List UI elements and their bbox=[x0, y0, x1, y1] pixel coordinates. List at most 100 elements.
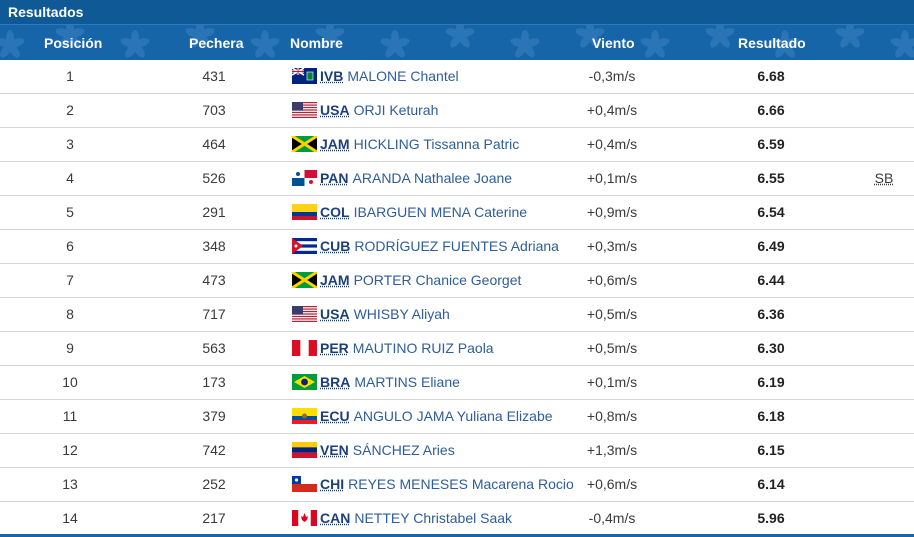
table-row: 9 563 PER MAUTINO RUIZ Paola +0,5m/s 6.30 bbox=[0, 332, 914, 366]
athlete-cell: USA WHISBY Aliyah bbox=[292, 298, 582, 331]
bib-cell: 717 bbox=[202, 306, 226, 322]
country-code-link[interactable]: VEN bbox=[320, 442, 349, 458]
table-row: 5 291 COL IBARGUEN MENA Caterine +0,9m/s 6.54 bbox=[0, 196, 914, 230]
result-cell: 5.96 bbox=[757, 510, 785, 526]
record-note bbox=[862, 298, 906, 331]
athlete-name-link[interactable]: ANGULO JAMA Yuliana Elizabe bbox=[353, 408, 553, 424]
result-cell: 6.68 bbox=[757, 68, 785, 84]
bib-cell: 526 bbox=[202, 170, 226, 186]
athlete-cell: PAN ARANDA Nathalee Joane bbox=[292, 162, 582, 195]
record-note bbox=[862, 400, 906, 433]
wind-cell: +0,6m/s bbox=[586, 272, 638, 288]
result-cell: 6.59 bbox=[757, 136, 785, 152]
country-code-link[interactable]: CHI bbox=[320, 476, 345, 492]
table-row: 2 703 USA ORJI Keturah +0,4m/s 6.66 bbox=[0, 94, 914, 128]
table-row: 7 473 JAM PORTER Chanice Georget +0,6m/s 6.44 bbox=[0, 264, 914, 298]
bra-flag-icon bbox=[292, 374, 317, 391]
position-cell: 5 bbox=[66, 204, 74, 220]
bib-cell: 379 bbox=[202, 408, 226, 424]
country-code-link[interactable]: JAM bbox=[320, 136, 350, 152]
wind-cell: +0,5m/s bbox=[586, 340, 638, 356]
bib-cell: 252 bbox=[202, 476, 226, 492]
ecu-flag-icon bbox=[292, 408, 317, 425]
country-code-link[interactable]: PER bbox=[320, 340, 349, 356]
athlete-name-link[interactable]: MARTINS Eliane bbox=[354, 374, 460, 390]
country-code-link[interactable]: USA bbox=[320, 102, 350, 118]
country-code-link[interactable]: COL bbox=[320, 204, 350, 220]
bib-cell: 473 bbox=[202, 272, 226, 288]
country-code-link[interactable]: JAM bbox=[320, 272, 350, 288]
athlete-cell: CHI REYES MENESES Macarena Rocio bbox=[292, 468, 582, 501]
column-header-wind: Viento bbox=[592, 35, 635, 51]
record-note bbox=[862, 230, 906, 263]
position-cell: 6 bbox=[66, 238, 74, 254]
table-row: 4 526 PAN ARANDA Nathalee Joane +0,1m/s 6.55 S… bbox=[0, 162, 914, 196]
result-cell: 6.36 bbox=[757, 306, 785, 322]
table-bottom-border bbox=[0, 534, 914, 537]
result-cell: 6.19 bbox=[757, 374, 785, 390]
country-code-link[interactable]: PAN bbox=[320, 170, 349, 186]
country-code-link[interactable]: ECU bbox=[320, 408, 350, 424]
per-flag-icon bbox=[292, 340, 317, 357]
result-cell: 6.14 bbox=[757, 476, 785, 492]
position-cell: 9 bbox=[66, 340, 74, 356]
jam-flag-icon bbox=[292, 136, 317, 153]
wind-cell: +0,5m/s bbox=[586, 306, 638, 322]
position-cell: 14 bbox=[62, 510, 78, 526]
record-note bbox=[862, 264, 906, 297]
record-note: SB bbox=[862, 162, 906, 195]
position-cell: 2 bbox=[66, 102, 74, 118]
wind-cell: +1,3m/s bbox=[586, 442, 638, 458]
table-row: 1 431 IVB MALONE Chantel -0,3m/s 6.68 bbox=[0, 60, 914, 94]
table-row: 10 173 BRA MARTINS Eliane +0,1m/s 6.19 bbox=[0, 366, 914, 400]
flower-pattern-icon bbox=[0, 25, 914, 58]
country-code-link[interactable]: BRA bbox=[320, 374, 351, 390]
country-code-link[interactable]: IVB bbox=[320, 68, 344, 84]
column-header-bib: Pechera bbox=[189, 35, 244, 51]
bib-cell: 217 bbox=[202, 510, 226, 526]
country-code-link[interactable]: CUB bbox=[320, 238, 351, 254]
column-header-position: Posición bbox=[44, 35, 103, 51]
position-cell: 12 bbox=[62, 442, 78, 458]
athlete-cell: JAM PORTER Chanice Georget bbox=[292, 264, 582, 297]
result-cell: 6.30 bbox=[757, 340, 785, 356]
athlete-name-link[interactable]: IBARGUEN MENA Caterine bbox=[353, 204, 528, 220]
wind-cell: +0,6m/s bbox=[586, 476, 638, 492]
country-code-link[interactable]: CAN bbox=[320, 510, 351, 526]
athlete-name-link[interactable]: PORTER Chanice Georget bbox=[353, 272, 522, 288]
country-code-link[interactable]: USA bbox=[320, 306, 350, 322]
record-note bbox=[862, 468, 906, 501]
athlete-name-link[interactable]: MAUTINO RUIZ Paola bbox=[352, 340, 494, 356]
usa-flag-icon bbox=[292, 306, 317, 323]
can-flag-icon bbox=[292, 510, 317, 527]
athlete-name-link[interactable]: ORJI Keturah bbox=[353, 102, 439, 118]
position-cell: 7 bbox=[66, 272, 74, 288]
cub-flag-icon bbox=[292, 238, 317, 255]
athlete-name-link[interactable]: HICKLING Tissanna Patric bbox=[353, 136, 520, 152]
table-row: 13 252 CHI REYES MENESES Macarena Rocio +0,6… bbox=[0, 468, 914, 502]
wind-cell: -0,4m/s bbox=[588, 510, 636, 526]
athlete-cell: CAN NETTEY Christabel Saak bbox=[292, 502, 582, 535]
result-cell: 6.18 bbox=[757, 408, 785, 424]
wind-cell: -0,3m/s bbox=[588, 68, 636, 84]
record-note bbox=[862, 502, 906, 535]
wind-cell: +0,4m/s bbox=[586, 102, 638, 118]
column-header-result: Resultado bbox=[738, 35, 806, 51]
athlete-cell: CUB RODRÍGUEZ FUENTES Adriana bbox=[292, 230, 582, 263]
athlete-name-link[interactable]: SÁNCHEZ Aries bbox=[352, 442, 455, 458]
athlete-name-link[interactable]: NETTEY Christabel Saak bbox=[354, 510, 513, 526]
usa-flag-icon bbox=[292, 102, 317, 119]
table-row: 8 717 USA WHISBY Aliyah +0,5m/s 6.36 bbox=[0, 298, 914, 332]
table-row: 6 348 CUB RODRÍGUEZ FUENTES Adriana +0,3m/s 6… bbox=[0, 230, 914, 264]
athlete-name-link[interactable]: ARANDA Nathalee Joane bbox=[352, 170, 513, 186]
athlete-name-link[interactable]: RODRÍGUEZ FUENTES Adriana bbox=[354, 238, 559, 254]
record-note-label: SB bbox=[874, 170, 894, 186]
athlete-name-link[interactable]: WHISBY Aliyah bbox=[353, 306, 450, 322]
athlete-name-link[interactable]: REYES MENESES Macarena Rocio bbox=[348, 476, 574, 492]
athlete-name-link[interactable]: MALONE Chantel bbox=[347, 68, 459, 84]
column-header-name: Nombre bbox=[290, 35, 343, 51]
result-cell: 6.54 bbox=[757, 204, 785, 220]
result-cell: 6.55 bbox=[757, 170, 785, 186]
position-cell: 3 bbox=[66, 136, 74, 152]
wind-cell: +0,4m/s bbox=[586, 136, 638, 152]
